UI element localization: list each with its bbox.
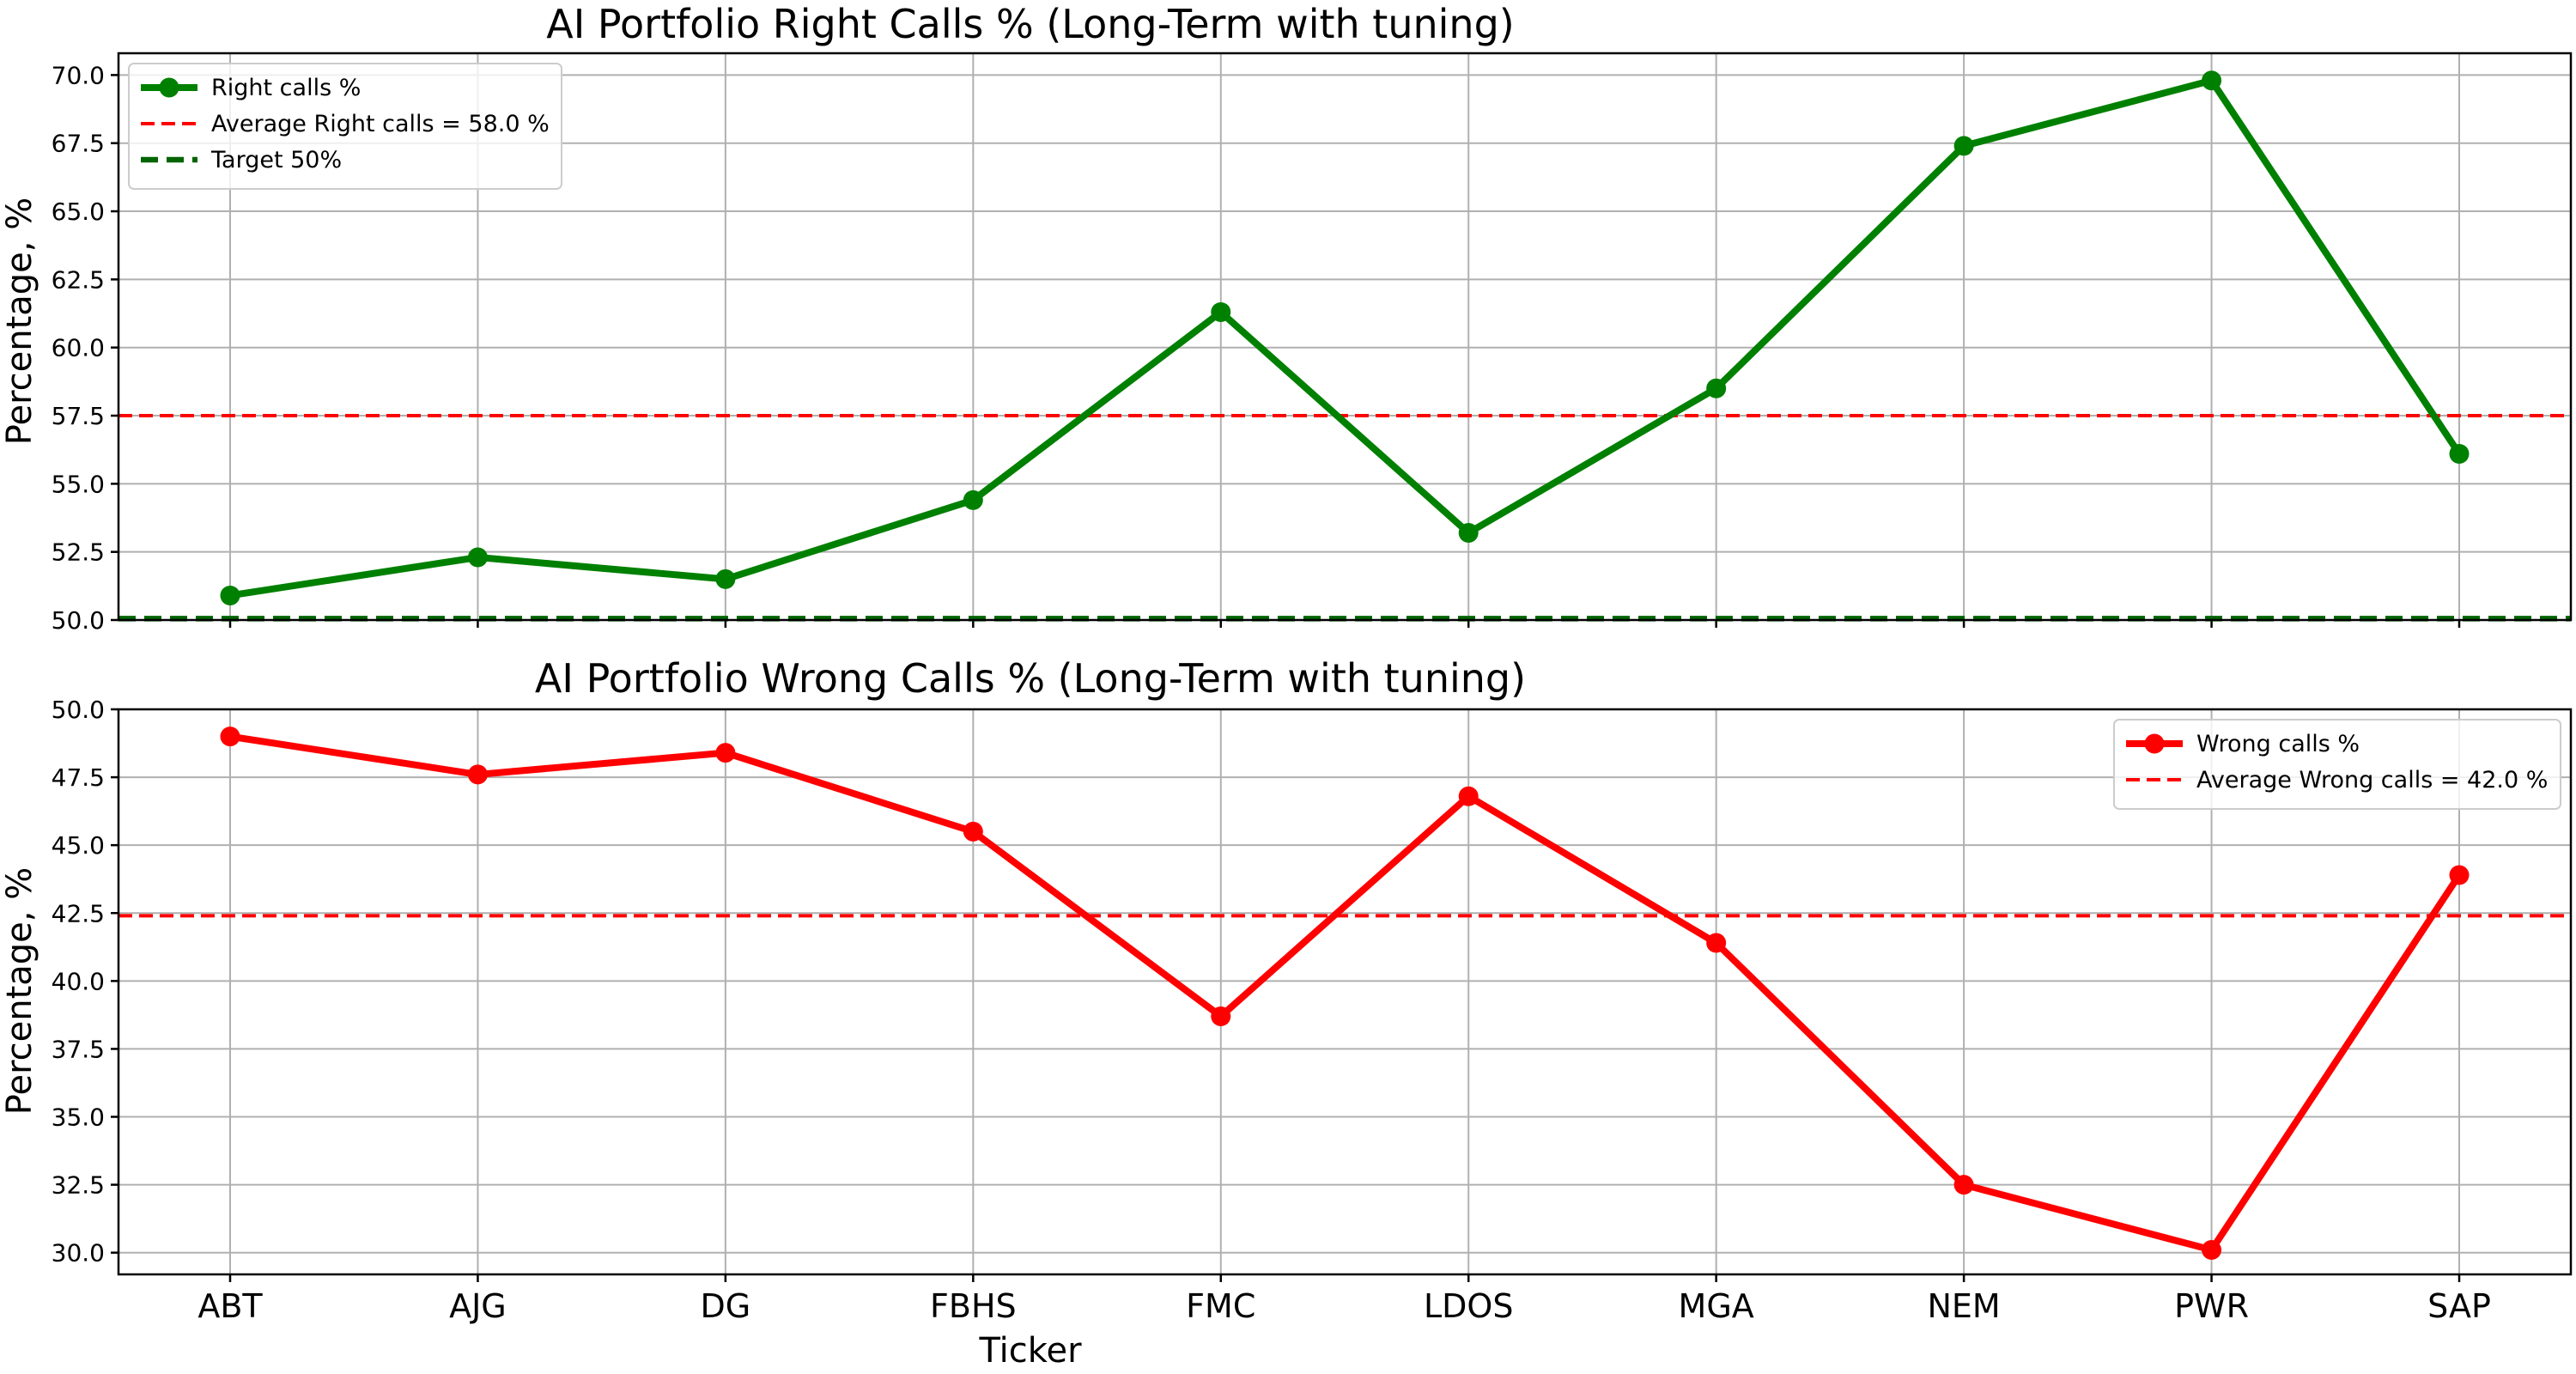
wrong-calls-plot-frame <box>117 708 2573 1276</box>
right-calls-point-dg <box>715 568 736 589</box>
right-calls-chart: AI Portfolio Right Calls % (Long-Term wi… <box>0 1 2573 635</box>
right-calls-point-ldos <box>1458 522 1479 543</box>
wrong-calls-y-tick-label: 42.5 <box>52 899 105 927</box>
wrong-calls-legend <box>2113 719 2561 810</box>
right-calls-y-tick-label: 52.5 <box>52 538 105 567</box>
right-calls-point-mga <box>1706 378 1727 398</box>
wrong-calls-y-tick-label: 30.0 <box>52 1239 105 1268</box>
x-tick-label-dg: DG <box>701 1287 751 1325</box>
wrong-calls-y-tick-label: 47.5 <box>52 763 105 792</box>
right-calls-point-fbhs <box>963 489 983 510</box>
right-calls-y-tick-label: 70.0 <box>52 61 105 89</box>
wrong-calls-legend-label-average-wrong-calls-42-0: Average Wrong calls = 42.0 % <box>2196 767 2548 793</box>
wrong-calls-point-pwr <box>2202 1240 2222 1261</box>
wrong-calls-y-tick-label: 50.0 <box>52 696 105 724</box>
right-calls-y-tick-label: 50.0 <box>52 606 105 635</box>
wrong-calls-legend-marker <box>2144 733 2165 754</box>
x-tick-label-ajg: AJG <box>449 1287 507 1325</box>
right-calls-legend-label-target-50: Target 50% <box>210 147 342 173</box>
x-tick-label-fbhs: FBHS <box>930 1287 1017 1325</box>
wrong-calls-point-ldos <box>1458 786 1479 806</box>
right-calls-y-tick-label: 60.0 <box>52 334 105 362</box>
wrong-calls-y-axis-label: Percentage, % <box>0 867 39 1115</box>
right-calls-plot-frame <box>117 52 2573 622</box>
wrong-calls-point-fmc <box>1211 1006 1231 1026</box>
wrong-calls-point-dg <box>715 743 736 763</box>
right-calls-chart-title: AI Portfolio Right Calls % (Long-Term wi… <box>546 1 1514 47</box>
right-calls-legend <box>128 63 562 190</box>
wrong-calls-chart: AI Portfolio Wrong Calls % (Long-Term wi… <box>0 655 2573 1371</box>
x-tick-label-abt: ABT <box>197 1287 263 1325</box>
right-calls-point-fmc <box>1211 301 1231 322</box>
wrong-calls-y-tick-label: 37.5 <box>52 1035 105 1063</box>
right-calls-point-sap <box>2449 443 2470 464</box>
x-tick-label-sap: SAP <box>2427 1287 2491 1325</box>
right-calls-series-line <box>229 76 2463 599</box>
right-calls-legend-marker <box>159 77 179 98</box>
x-tick-label-nem: NEM <box>1927 1287 2000 1325</box>
right-calls-point-abt <box>220 585 240 605</box>
x-tick-label-ldos: LDOS <box>1424 1287 1513 1325</box>
right-calls-y-tick-label: 62.5 <box>52 265 105 294</box>
wrong-calls-chart-title: AI Portfolio Wrong Calls % (Long-Term wi… <box>535 655 1526 702</box>
wrong-calls-point-fbhs <box>963 821 983 842</box>
right-calls-point-nem <box>1953 136 1974 156</box>
right-calls-y-tick-label: 65.0 <box>52 198 105 226</box>
right-calls-legend-label-average-right-calls-58-0: Average Right calls = 58.0 % <box>211 111 550 137</box>
wrong-calls-point-nem <box>1953 1175 1974 1195</box>
right-calls-y-tick-label: 67.5 <box>52 130 105 158</box>
wrong-calls-point-ajg <box>467 764 488 785</box>
right-calls-legend-label-right-calls: Right calls % <box>211 75 361 101</box>
right-calls-point-ajg <box>467 547 488 568</box>
wrong-calls-y-tick-label: 32.5 <box>52 1171 105 1200</box>
right-calls-point-pwr <box>2202 70 2222 91</box>
right-calls-y-tick-label: 57.5 <box>52 402 105 430</box>
wrong-calls-series-line <box>229 733 2463 1254</box>
wrong-calls-y-tick-label: 40.0 <box>52 967 105 995</box>
wrong-calls-legend-label-wrong-calls: Wrong calls % <box>2196 731 2360 757</box>
x-axis-label: Ticker <box>978 1331 1082 1371</box>
x-tick-label-fmc: FMC <box>1186 1287 1255 1325</box>
wrong-calls-point-sap <box>2449 865 2470 885</box>
wrong-calls-point-mga <box>1706 933 1727 953</box>
right-calls-y-axis-label: Percentage, % <box>0 198 39 445</box>
right-calls-y-tick-label: 55.0 <box>52 470 105 498</box>
x-tick-label-mga: MGA <box>1679 1287 1754 1325</box>
wrong-calls-y-tick-label: 45.0 <box>52 831 105 860</box>
wrong-calls-y-tick-label: 35.0 <box>52 1103 105 1132</box>
x-tick-label-pwr: PWR <box>2174 1287 2249 1325</box>
wrong-calls-point-abt <box>220 727 240 747</box>
